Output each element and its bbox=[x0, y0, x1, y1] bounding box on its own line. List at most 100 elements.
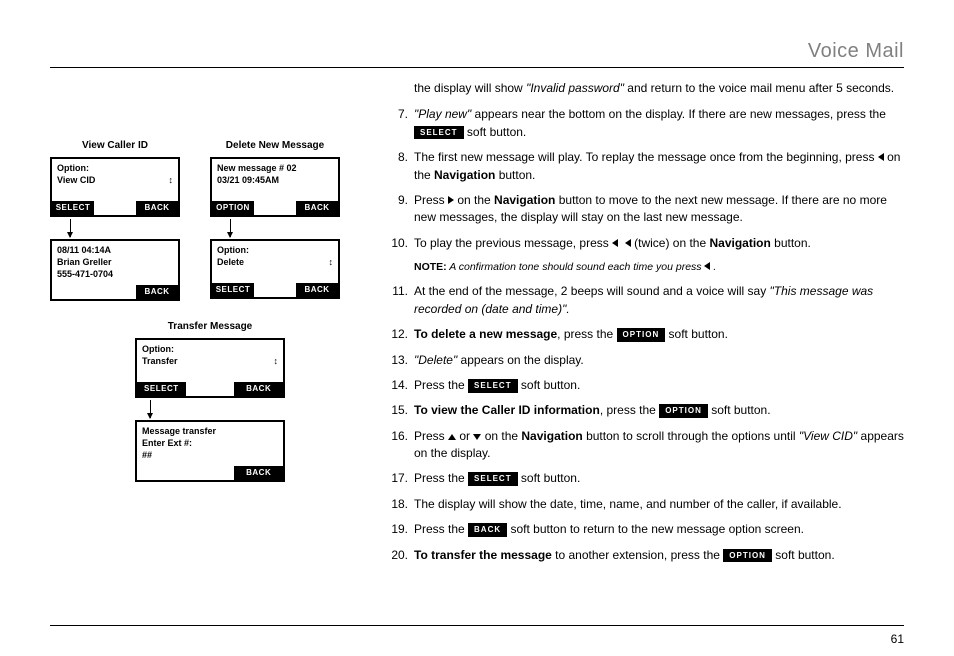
select-pill: SELECT bbox=[468, 472, 518, 486]
text: soft button. bbox=[464, 125, 527, 139]
step-11: 11.At the end of the message, 2 beeps wi… bbox=[390, 283, 904, 318]
text: or bbox=[456, 429, 473, 443]
text: on the bbox=[481, 429, 521, 443]
text: Press the bbox=[414, 378, 468, 392]
lcd-line: View CID bbox=[57, 175, 95, 185]
lcd-line: Option: bbox=[57, 163, 89, 173]
softkey-back: BACK bbox=[296, 283, 338, 297]
step-number: 15. bbox=[390, 402, 414, 419]
text: Press the bbox=[414, 522, 468, 536]
text: , press the bbox=[600, 403, 659, 417]
diagram-delete: Delete New Message New message # 02 03/2… bbox=[210, 140, 340, 301]
softkey-gap bbox=[94, 285, 136, 299]
step-10: 10.To play the previous message, press (… bbox=[390, 235, 904, 252]
step-number: 16. bbox=[390, 428, 414, 463]
text: Press bbox=[414, 193, 448, 207]
text: The first new message will play. To repl… bbox=[414, 150, 878, 164]
text-italic: "Invalid password" bbox=[526, 81, 624, 95]
text: The display will show the date, time, na… bbox=[414, 497, 842, 511]
text: appears on the display. bbox=[457, 353, 584, 367]
text: and return to the voice mail menu after … bbox=[624, 81, 894, 95]
step-number: 12. bbox=[390, 326, 414, 343]
step-8: 8.The first new message will play. To re… bbox=[390, 149, 904, 184]
softkey-back: BACK bbox=[136, 285, 178, 299]
text-bold: To transfer the message bbox=[414, 548, 552, 562]
note-text: . bbox=[710, 261, 716, 273]
softkey-gap bbox=[254, 201, 296, 215]
text: (twice) on the bbox=[631, 236, 710, 250]
text: To play the previous message, press bbox=[414, 236, 612, 250]
left-arrow-icon bbox=[612, 239, 618, 247]
lcd-line: Option: bbox=[142, 344, 174, 354]
text-italic: "View CID" bbox=[799, 429, 857, 443]
lcd-line: 555-471-0704 bbox=[57, 269, 113, 279]
softkey-gap bbox=[186, 382, 235, 396]
softkey-select: SELECT bbox=[212, 283, 254, 297]
step-12: 12.To delete a new message, press the OP… bbox=[390, 326, 904, 343]
option-pill: OPTION bbox=[723, 549, 772, 563]
lcd-line: ## bbox=[142, 450, 152, 460]
step-number: 20. bbox=[390, 547, 414, 564]
lcd-screen: Message transfer Enter Ext #: ## BACK bbox=[135, 420, 285, 482]
lcd-line: Transfer bbox=[142, 356, 178, 366]
text: to another extension, press the bbox=[552, 548, 723, 562]
text-bold: Navigation bbox=[434, 168, 495, 182]
step-number: 9. bbox=[390, 192, 414, 227]
text-bold: Navigation bbox=[494, 193, 555, 207]
note-text: A confirmation tone should sound each ti… bbox=[447, 261, 705, 273]
text: appears near the bottom on the display. … bbox=[471, 107, 886, 121]
step-9: 9.Press on the Navigation button to move… bbox=[390, 192, 904, 227]
select-pill: SELECT bbox=[468, 379, 518, 393]
text: soft button. bbox=[772, 548, 835, 562]
text-italic: "Play new" bbox=[414, 107, 471, 121]
text: button to scroll through the options unt… bbox=[583, 429, 799, 443]
lcd-screen: New message # 02 03/21 09:45AM OPTION BA… bbox=[210, 157, 340, 217]
step-14: 14.Press the SELECT soft button. bbox=[390, 377, 904, 394]
text: on the bbox=[454, 193, 494, 207]
lcd-screen: 08/11 04:14A Brian Greller 555-471-0704 … bbox=[50, 239, 180, 301]
text: soft button. bbox=[665, 327, 728, 341]
diagram-title: Transfer Message bbox=[168, 321, 253, 332]
step-16: 16. Press or on the Navigation button to… bbox=[390, 428, 904, 463]
text: , press the bbox=[557, 327, 616, 341]
text-italic: "Delete" bbox=[414, 353, 457, 367]
text: At the end of the message, 2 beeps will … bbox=[414, 284, 770, 298]
step-15: 15.To view the Caller ID information, pr… bbox=[390, 402, 904, 419]
updown-icon: ↕ bbox=[329, 257, 334, 267]
text-bold: To delete a new message bbox=[414, 327, 557, 341]
footer-rule bbox=[50, 625, 904, 626]
step-number: 14. bbox=[390, 377, 414, 394]
text: button. bbox=[495, 168, 535, 182]
lcd-screen: Option: View CID ↕ SELECT BACK bbox=[50, 157, 180, 217]
softkey-gap bbox=[254, 283, 296, 297]
steps-list-cont: 11.At the end of the message, 2 beeps wi… bbox=[390, 283, 904, 564]
intro-fragment: the display will show "Invalid password"… bbox=[414, 80, 904, 97]
option-pill: OPTION bbox=[617, 328, 666, 342]
step-17: 17.Press the SELECT soft button. bbox=[390, 470, 904, 487]
arrow-down-icon bbox=[70, 219, 71, 237]
text: soft button. bbox=[518, 471, 581, 485]
text-bold: Navigation bbox=[521, 429, 582, 443]
updown-icon: ↕ bbox=[169, 175, 174, 185]
text: button. bbox=[771, 236, 811, 250]
step-number: 8. bbox=[390, 149, 414, 184]
note-label: NOTE: bbox=[414, 261, 447, 273]
text: Press bbox=[414, 429, 448, 443]
step-13: 13."Delete" appears on the display. bbox=[390, 352, 904, 369]
softkey-gap bbox=[94, 201, 136, 215]
step-number: 19. bbox=[390, 521, 414, 538]
lcd-line: Option: bbox=[217, 245, 249, 255]
softkey-back: BACK bbox=[296, 201, 338, 215]
diagram-view-cid: View Caller ID Option: View CID↕ SELECT … bbox=[50, 140, 180, 301]
softkey-back: BACK bbox=[136, 201, 178, 215]
back-pill: BACK bbox=[468, 523, 507, 537]
page-title: Voice Mail bbox=[50, 40, 904, 68]
text: the display will show bbox=[414, 81, 526, 95]
softkey-select: SELECT bbox=[52, 201, 94, 215]
lcd-screen: Option: Delete↕ SELECT BACK bbox=[210, 239, 340, 299]
step-number: 18. bbox=[390, 496, 414, 513]
content-row: View Caller ID Option: View CID↕ SELECT … bbox=[50, 80, 904, 572]
page-number: 61 bbox=[891, 632, 904, 646]
select-pill: SELECT bbox=[414, 126, 464, 140]
text: soft button to return to the new message… bbox=[507, 522, 804, 536]
